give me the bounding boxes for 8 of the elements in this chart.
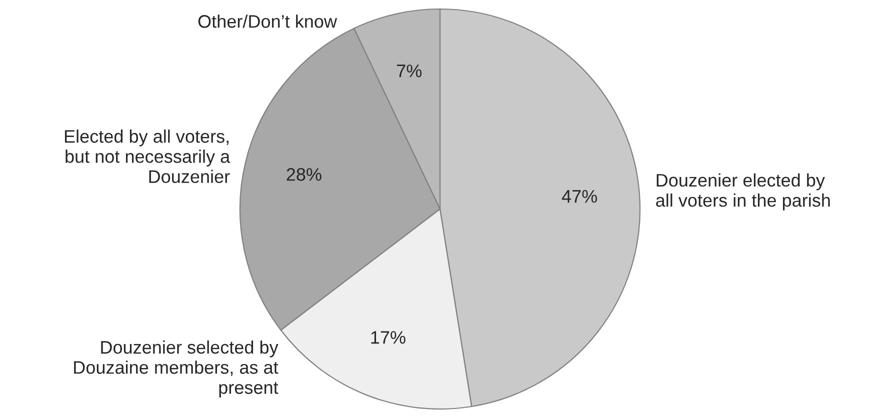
- slice-label: Elected by all voters, but not necessarily a Douzenier: [64, 130, 230, 184]
- slice-label: Douzenier selected by Douzaine members, as at present: [74, 340, 278, 398]
- data-label: 7%: [397, 64, 422, 78]
- data-label: 28%: [286, 168, 322, 181]
- data-label: 47%: [562, 190, 597, 203]
- data-label: 17%: [371, 331, 406, 344]
- slice-label: Other/Don’t know: [198, 14, 338, 28]
- slice-label: Douzenier elected by all voters in the parish: [656, 173, 830, 210]
